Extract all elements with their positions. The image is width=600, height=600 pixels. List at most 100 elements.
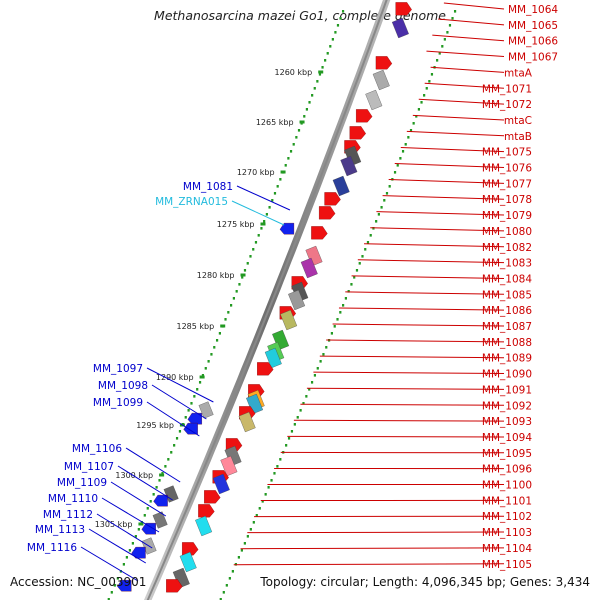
- gc-dot-inner: [308, 101, 311, 104]
- gene-label-reverse[interactable]: MM_1099: [93, 397, 143, 409]
- gene-label-reverse[interactable]: MM_1109: [57, 477, 107, 489]
- right-leader-line: [287, 435, 505, 438]
- right-leader-line: [233, 563, 505, 566]
- gene-label-forward[interactable]: MM_1086: [482, 305, 532, 317]
- left-leader-line: [236, 185, 291, 211]
- gc-dot-outer: [267, 486, 270, 489]
- gc-dot-outer: [273, 472, 276, 475]
- gene-label-forward[interactable]: MM_1092: [482, 400, 532, 412]
- gc-dot-outer: [290, 430, 294, 433]
- gene-label-forward[interactable]: MM_1078: [482, 194, 532, 206]
- gene-label-forward[interactable]: MM_1076: [482, 163, 532, 175]
- gc-dot-inner: [196, 388, 199, 391]
- forward-gene-block: [264, 347, 282, 369]
- gene-label-forward[interactable]: MM_1071: [482, 83, 532, 95]
- gene-label-reverse[interactable]: MM_1110: [48, 493, 98, 505]
- forward-gene-arrow: [324, 192, 341, 206]
- right-leader-line: [388, 179, 505, 184]
- gene-label-forward[interactable]: MM_1083: [482, 258, 532, 270]
- gene-label-forward[interactable]: mtaA: [504, 67, 533, 79]
- gene-label-forward[interactable]: MM_1084: [482, 273, 532, 285]
- gene-label-forward[interactable]: MM_1100: [482, 480, 532, 492]
- gc-dot-outer: [430, 73, 434, 76]
- left-leader-line: [146, 401, 200, 437]
- gc-dot-outer: [412, 122, 415, 125]
- gene-label-forward[interactable]: MM_1066: [508, 36, 558, 48]
- gene-label-forward[interactable]: MM_1075: [482, 147, 532, 159]
- left-leader-line: [125, 447, 181, 483]
- gene-label-forward[interactable]: MM_1090: [482, 369, 532, 381]
- forward-gene-block: [305, 245, 323, 267]
- gene-label-forward[interactable]: MM_1079: [482, 210, 532, 222]
- forward-gene-arrow: [395, 2, 412, 16]
- gc-dot-inner: [254, 241, 258, 244]
- gene-label-forward[interactable]: MM_1105: [482, 559, 532, 571]
- scale-tick-mark: [138, 522, 144, 526]
- gene-label-reverse[interactable]: MM_1116: [27, 542, 77, 554]
- gene-label-reverse[interactable]: MM_1113: [35, 524, 85, 536]
- right-leader-line: [382, 195, 505, 200]
- gene-label-reverse[interactable]: MM_ZRNA015: [155, 196, 228, 208]
- gene-label-forward[interactable]: MM_1101: [482, 495, 532, 507]
- gene-label-forward[interactable]: MM_1082: [482, 242, 532, 254]
- gene-label-forward[interactable]: MM_1072: [482, 99, 532, 111]
- gc-dot-outer: [453, 10, 457, 13]
- gene-label-reverse[interactable]: MM_1107: [64, 461, 114, 473]
- gene-label-reverse[interactable]: MM_1097: [93, 363, 143, 375]
- gene-label-forward[interactable]: MM_1091: [482, 384, 532, 396]
- gc-dot-outer: [420, 101, 423, 104]
- reverse-gene-block: [152, 511, 168, 529]
- gene-label-forward[interactable]: MM_1067: [508, 52, 558, 64]
- scale-tick-mark: [240, 273, 246, 277]
- gene-label-forward[interactable]: MM_1080: [482, 226, 532, 238]
- gene-label-reverse[interactable]: MM_1106: [72, 443, 122, 455]
- gene-label-forward[interactable]: MM_1103: [482, 527, 532, 539]
- gc-dot-inner: [268, 206, 271, 209]
- gc-dot-inner: [175, 437, 179, 440]
- gc-dot-outer: [436, 59, 439, 62]
- forward-gene-arrow: [204, 490, 221, 504]
- gene-label-forward[interactable]: MM_1095: [482, 448, 532, 460]
- gc-dot-outer: [333, 325, 336, 328]
- gene-label-forward[interactable]: MM_1088: [482, 337, 532, 349]
- forward-gene-block: [272, 329, 290, 351]
- gc-dot-outer: [325, 346, 328, 349]
- gene-label-forward[interactable]: MM_1085: [482, 289, 532, 301]
- forward-gene-block: [391, 17, 409, 39]
- gene-label-forward[interactable]: mtaB: [504, 131, 532, 143]
- gene-label-forward[interactable]: mtaC: [504, 115, 532, 127]
- gene-label-reverse[interactable]: MM_1112: [43, 509, 93, 521]
- forward-gene-block: [246, 393, 264, 415]
- right-leader-line: [418, 98, 505, 105]
- gc-dot-inner: [324, 59, 327, 62]
- genome-backbone: [143, 0, 391, 600]
- gene-label-forward[interactable]: MM_1089: [482, 353, 532, 365]
- gene-label-forward[interactable]: MM_1064: [508, 4, 558, 16]
- gc-dot-inner: [305, 108, 309, 111]
- gene-label-forward[interactable]: MM_1065: [508, 20, 558, 32]
- gc-dot-inner: [167, 458, 170, 461]
- gene-label-forward[interactable]: MM_1094: [482, 432, 532, 444]
- gc-dot-outer: [261, 500, 264, 503]
- gc-dot-outer: [336, 318, 339, 321]
- gc-dot-outer: [240, 549, 243, 552]
- reverse-gene-arrow: [187, 412, 202, 425]
- gc-dot-outer: [225, 584, 228, 587]
- gene-label-forward[interactable]: MM_1104: [482, 543, 532, 555]
- right-leader-line: [313, 371, 505, 375]
- gene-label-reverse[interactable]: MM_1098: [98, 380, 148, 392]
- scale-tick-label: 1295 kbp: [136, 421, 174, 430]
- gc-dot-outer: [237, 556, 240, 559]
- gene-label-forward[interactable]: MM_1096: [482, 464, 532, 476]
- gc-dot-inner: [329, 45, 332, 48]
- forward-gene-arrow: [257, 362, 274, 376]
- gene-label-forward[interactable]: MM_1093: [482, 416, 532, 428]
- gc-dot-outer: [385, 192, 389, 195]
- gene-label-forward[interactable]: MM_1102: [482, 511, 532, 523]
- gene-label-forward[interactable]: MM_1087: [482, 321, 532, 333]
- forward-gene-arrow: [319, 206, 336, 220]
- forward-gene-block: [195, 515, 213, 537]
- gene-label-reverse[interactable]: MM_1081: [183, 181, 233, 193]
- gene-label-forward[interactable]: MM_1077: [482, 178, 532, 190]
